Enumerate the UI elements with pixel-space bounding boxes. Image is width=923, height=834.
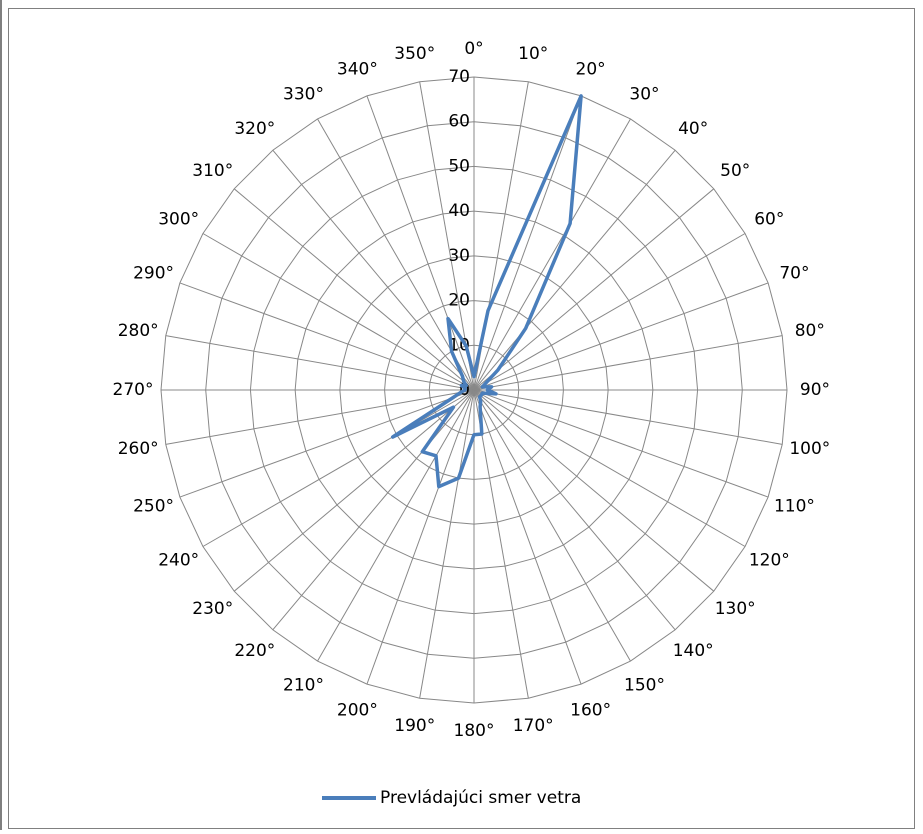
spoke [473,389,769,498]
category-label: 80° [795,321,825,341]
spoke [202,389,475,547]
spoke [366,389,475,685]
category-label: 180° [454,721,495,741]
spoke [473,389,631,662]
category-label: 30° [629,85,659,105]
spoke [419,81,475,391]
category-label: 130° [715,599,756,619]
spoke [473,233,746,391]
category-label: 140° [673,641,714,661]
category-label: 50° [720,161,750,181]
spoke [317,389,475,662]
category-label: 320° [234,119,275,139]
category-label: 340° [337,60,378,80]
category-label: 20° [576,60,606,80]
spoke [272,389,475,631]
category-label: 270° [113,380,154,400]
r-tick-label: 20 [448,291,470,311]
category-label: 230° [192,599,233,619]
r-tick-label: 40 [448,201,470,221]
spoke [165,335,475,391]
category-label: 310° [192,161,233,181]
legend-label: Prevládajúci smer vetra [380,788,581,808]
r-tick-label: 10 [448,335,470,355]
r-tick-label: 60 [448,112,470,132]
spoke [179,282,475,391]
category-label: 280° [118,321,159,341]
spoke [473,389,783,445]
r-tick-label: 70 [448,67,470,87]
category-label: 40° [678,119,708,139]
spoke [473,389,746,547]
r-tick-label: 30 [448,246,470,266]
category-label: 250° [133,497,174,517]
category-label: 290° [133,263,174,283]
category-label: 160° [570,700,611,720]
category-label: 0° [464,39,483,59]
category-label: 10° [518,44,548,64]
category-label: 330° [283,85,324,105]
spoke [473,149,676,391]
spoke [233,389,475,592]
spoke [473,118,631,391]
spoke [473,389,582,685]
category-label: 120° [749,551,790,571]
category-label: 170° [513,716,554,736]
spoke [473,335,783,391]
r-tick-label: 50 [448,156,470,176]
category-label: 90° [800,380,830,400]
spoke [317,118,475,391]
spoke [419,389,475,699]
spoke [202,233,475,391]
category-label: 300° [158,210,199,230]
category-label: 260° [118,439,159,459]
category-label: 100° [789,439,830,459]
category-label: 110° [774,497,815,517]
spoke [473,188,715,391]
category-label: 200° [337,700,378,720]
category-label: 210° [283,675,324,695]
spoke [473,389,529,699]
chart-frame [8,8,915,829]
spoke [272,149,475,391]
spoke [473,95,582,391]
series-line [390,94,583,489]
category-label: 350° [394,44,435,64]
spoke [473,389,676,631]
spoke [165,389,475,445]
category-label: 150° [624,675,665,695]
category-label: 190° [394,716,435,736]
spoke [473,389,715,592]
spoke [366,95,475,391]
spoke [179,389,475,498]
category-label: 240° [158,551,199,571]
category-label: 60° [754,210,784,230]
category-label: 220° [234,641,275,661]
spoke [473,282,769,391]
category-label: 70° [779,263,809,283]
spoke [233,188,475,391]
